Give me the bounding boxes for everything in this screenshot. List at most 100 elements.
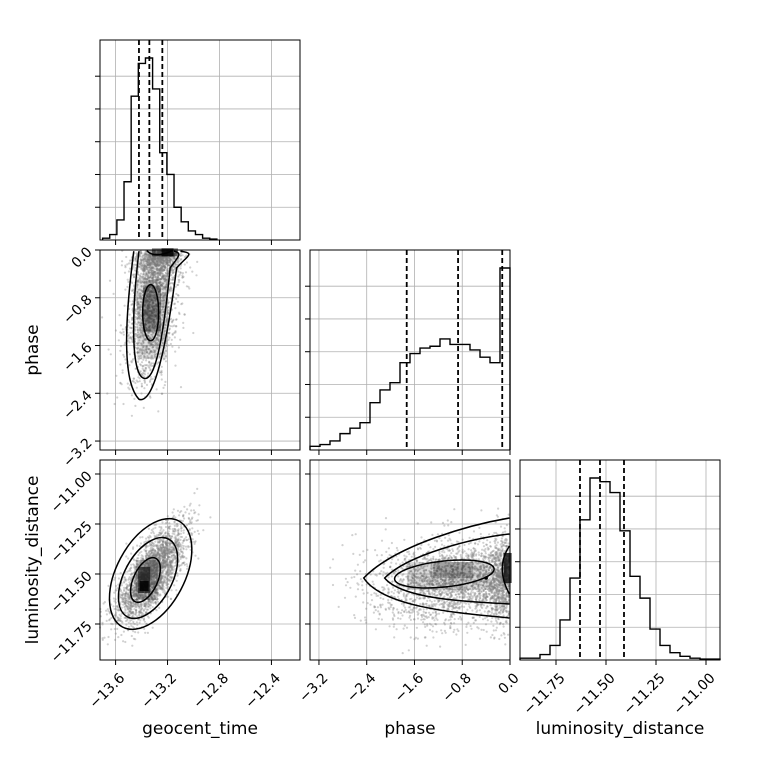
sample-point <box>127 333 130 337</box>
sample-point <box>139 305 142 308</box>
sample-point <box>133 397 136 400</box>
sample-point <box>145 622 148 625</box>
sample-point <box>134 308 137 311</box>
sample-point <box>172 276 175 279</box>
sample-point <box>152 258 155 262</box>
sample-point <box>161 268 165 271</box>
sample-point <box>172 270 175 273</box>
sample-point <box>143 387 146 390</box>
sample-point <box>147 305 150 308</box>
sample-point <box>171 278 174 281</box>
sample-point <box>148 294 151 298</box>
sample-point <box>157 274 160 277</box>
sample-point <box>194 540 197 543</box>
sample-point <box>152 275 155 279</box>
sample-point <box>143 252 146 255</box>
sample-point <box>146 608 150 611</box>
sample-point <box>160 259 163 262</box>
sample-point <box>183 517 186 520</box>
sample-point <box>191 527 194 530</box>
sample-point <box>170 338 173 341</box>
sample-point <box>140 265 143 268</box>
sample-point <box>163 291 166 295</box>
sample-point <box>115 608 119 612</box>
sample-point <box>168 301 171 304</box>
sample-point <box>168 264 171 267</box>
sample-point <box>144 367 147 370</box>
sample-point <box>156 272 159 275</box>
sample-point <box>163 261 166 265</box>
sample-point <box>188 528 191 531</box>
sample-point <box>154 257 157 261</box>
sample-point <box>148 285 152 289</box>
sample-point <box>185 524 189 527</box>
sample-point <box>122 330 125 334</box>
sample-point <box>159 324 162 327</box>
sample-point <box>147 304 150 307</box>
sample-point <box>140 385 144 388</box>
sample-point <box>142 273 145 276</box>
sample-point <box>145 265 148 268</box>
sample-point <box>130 624 133 628</box>
sample-point <box>150 260 153 263</box>
sample-point <box>143 323 146 326</box>
sample-point <box>186 567 189 571</box>
sample-point <box>139 281 142 284</box>
sample-point <box>134 256 137 259</box>
sample-point <box>157 276 160 279</box>
sample-point <box>144 338 147 341</box>
sample-point <box>161 263 164 266</box>
sample-point <box>159 266 163 269</box>
sample-point <box>160 371 163 374</box>
sample-point <box>197 532 200 535</box>
sample-point <box>142 265 145 268</box>
sample-point <box>108 279 112 282</box>
sample-point <box>176 538 179 541</box>
sample-point <box>150 310 153 313</box>
sample-point <box>180 556 183 559</box>
sample-point <box>177 346 180 349</box>
sample-point <box>127 621 130 624</box>
sample-point <box>160 284 163 287</box>
sample-point <box>150 279 153 282</box>
sample-point <box>168 548 171 551</box>
sample-point <box>119 349 122 352</box>
sample-point <box>102 602 105 605</box>
sample-point <box>142 406 145 409</box>
sample-point <box>150 299 153 302</box>
sample-point <box>159 269 162 272</box>
sample-point <box>155 534 158 537</box>
sample-point <box>122 333 125 336</box>
sample-point <box>149 263 152 266</box>
sample-point <box>155 263 158 266</box>
sample-point <box>144 272 147 275</box>
sample-point <box>135 386 138 389</box>
sample-point <box>117 636 120 639</box>
sample-point <box>145 267 148 270</box>
sample-point <box>193 542 196 546</box>
sample-point <box>152 542 155 546</box>
sample-point <box>125 586 128 589</box>
sample-point <box>173 257 176 260</box>
sample-point <box>128 321 131 324</box>
sample-point <box>152 532 155 535</box>
sample-point <box>169 342 172 346</box>
sample-point <box>138 545 141 548</box>
sample-point <box>147 271 150 274</box>
sample-point <box>164 271 167 274</box>
sample-point <box>127 280 130 283</box>
sample-point <box>133 564 136 567</box>
sample-point <box>157 285 160 288</box>
sample-point <box>138 313 141 316</box>
sample-point <box>166 577 169 581</box>
sample-point <box>172 268 176 271</box>
sample-point <box>137 265 140 268</box>
sample-point <box>179 386 183 389</box>
sample-point <box>136 335 139 339</box>
sample-point <box>169 257 172 260</box>
sample-point <box>124 362 128 365</box>
sample-point <box>144 370 147 373</box>
sample-point <box>156 262 159 265</box>
sample-point <box>142 260 145 263</box>
sample-point <box>166 273 169 276</box>
